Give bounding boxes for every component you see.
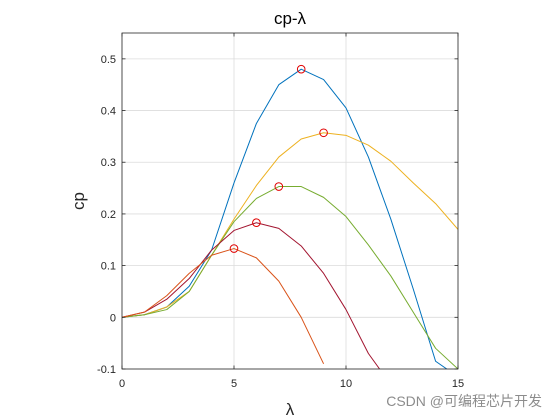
peak-marker (319, 128, 328, 138)
y-tick-label: 0.2 (101, 209, 116, 221)
series-line-purple (122, 222, 381, 369)
y-tick-label: -0.1 (97, 364, 116, 376)
y-tick-label: 0.1 (101, 261, 116, 273)
x-tick-label: 0 (119, 378, 125, 390)
series-line-orange (122, 248, 325, 365)
y-tick-label: 0.3 (101, 157, 116, 169)
peak-marker (296, 64, 306, 74)
plot-area-border (121, 32, 459, 370)
series-line-green (122, 186, 458, 369)
series-line-yellow (122, 132, 458, 318)
x-axis-label: λ (286, 400, 295, 419)
peak-marker (229, 244, 239, 253)
y-tick-label: 0.5 (101, 54, 116, 66)
grid-lines (121, 33, 459, 370)
y-tick-label: 0.4 (101, 106, 116, 118)
x-tick-label: 15 (452, 378, 464, 390)
peak-markers (229, 64, 328, 253)
peak-marker (252, 218, 261, 228)
series-line-blue (122, 68, 448, 369)
x-tick-label: 10 (340, 378, 352, 390)
y-tick-label: 0 (110, 312, 116, 324)
watermark: CSDN @可编程芯片开发 (386, 393, 542, 409)
peak-marker (274, 182, 284, 191)
chart-title: cp-λ (274, 9, 307, 28)
axis-ticks: 0 5 10 15-0.100.10.20.30.40.5 (97, 33, 464, 390)
series-lines (122, 68, 458, 369)
x-tick-label: 5 (231, 378, 237, 390)
y-axis-label: cp (69, 192, 88, 210)
